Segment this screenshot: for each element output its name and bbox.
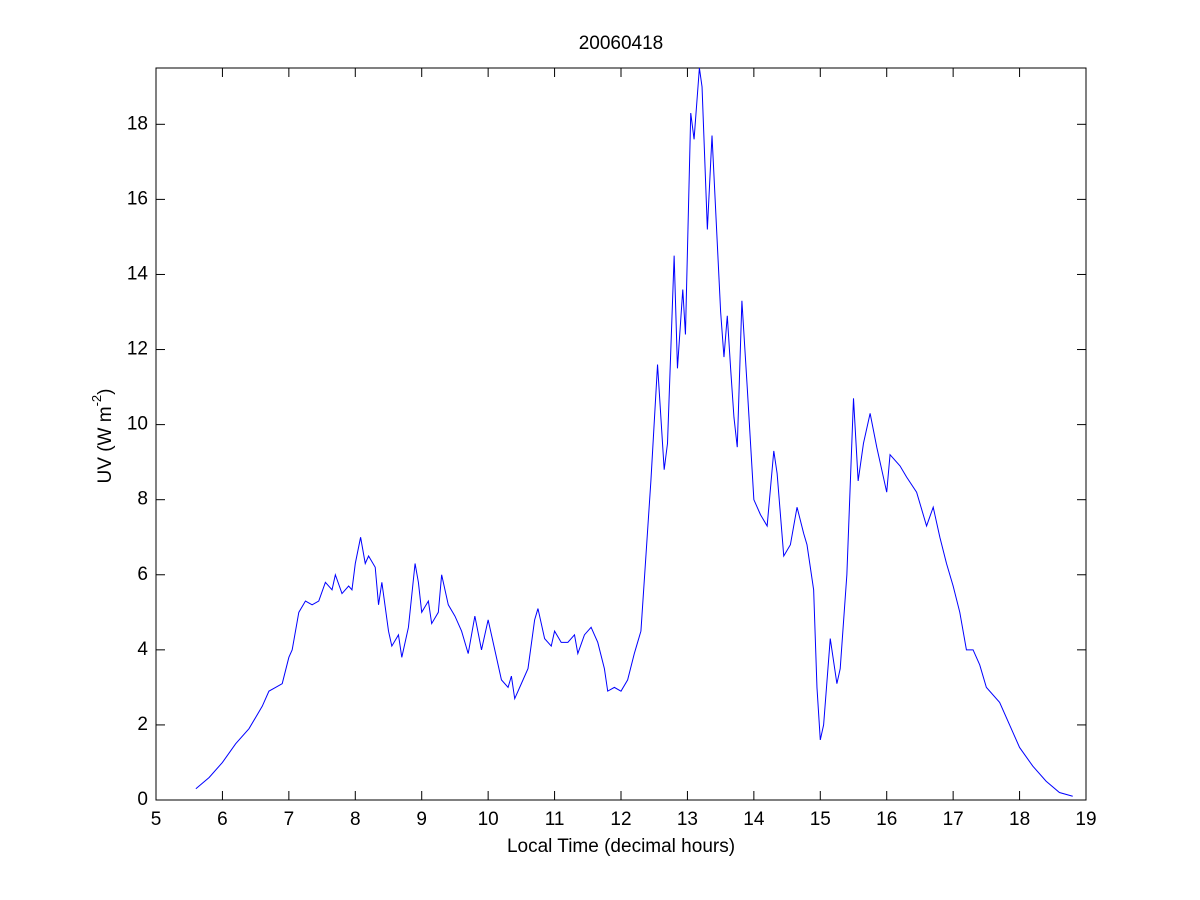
- y-tick-label: 2: [137, 714, 148, 735]
- x-tick-label: 6: [217, 809, 228, 830]
- x-tick-label: 11: [545, 809, 565, 830]
- x-tick-label: 14: [743, 809, 765, 830]
- y-tick-label: 18: [127, 113, 148, 134]
- x-tick-label: 19: [1075, 809, 1096, 830]
- y-label-suffix: ): [95, 389, 116, 395]
- x-tick-label: 16: [876, 809, 897, 830]
- x-tick-label: 9: [416, 809, 427, 830]
- x-tick-label: 18: [1009, 809, 1030, 830]
- y-tick-label: 12: [127, 339, 148, 360]
- x-tick-label: 7: [284, 809, 295, 830]
- x-tick-label: 5: [151, 809, 162, 830]
- y-tick-label: 4: [137, 639, 148, 660]
- x-axis-label: Local Time (decimal hours): [507, 836, 735, 857]
- x-tick-label: 12: [610, 809, 631, 830]
- x-tick-label: 15: [810, 809, 831, 830]
- y-tick-label: 0: [137, 789, 148, 810]
- y-tick-label: 16: [127, 188, 148, 209]
- y-tick-label: 14: [127, 263, 149, 284]
- y-label-superscript: -2: [89, 395, 104, 407]
- y-axis-label: UV (W m-2): [89, 389, 116, 484]
- y-label-text: UV (W m: [95, 406, 116, 483]
- data-line: [195, 67, 1073, 797]
- x-tick-label: 8: [350, 809, 361, 830]
- y-tick-label: 6: [137, 564, 148, 585]
- x-tick-label: 17: [943, 809, 964, 830]
- x-tick-label: 10: [478, 809, 499, 830]
- x-tick-label: 13: [677, 809, 698, 830]
- y-tick-label: 10: [127, 414, 148, 435]
- chart-title: 20060418: [579, 33, 664, 54]
- y-tick-label: 8: [137, 489, 148, 510]
